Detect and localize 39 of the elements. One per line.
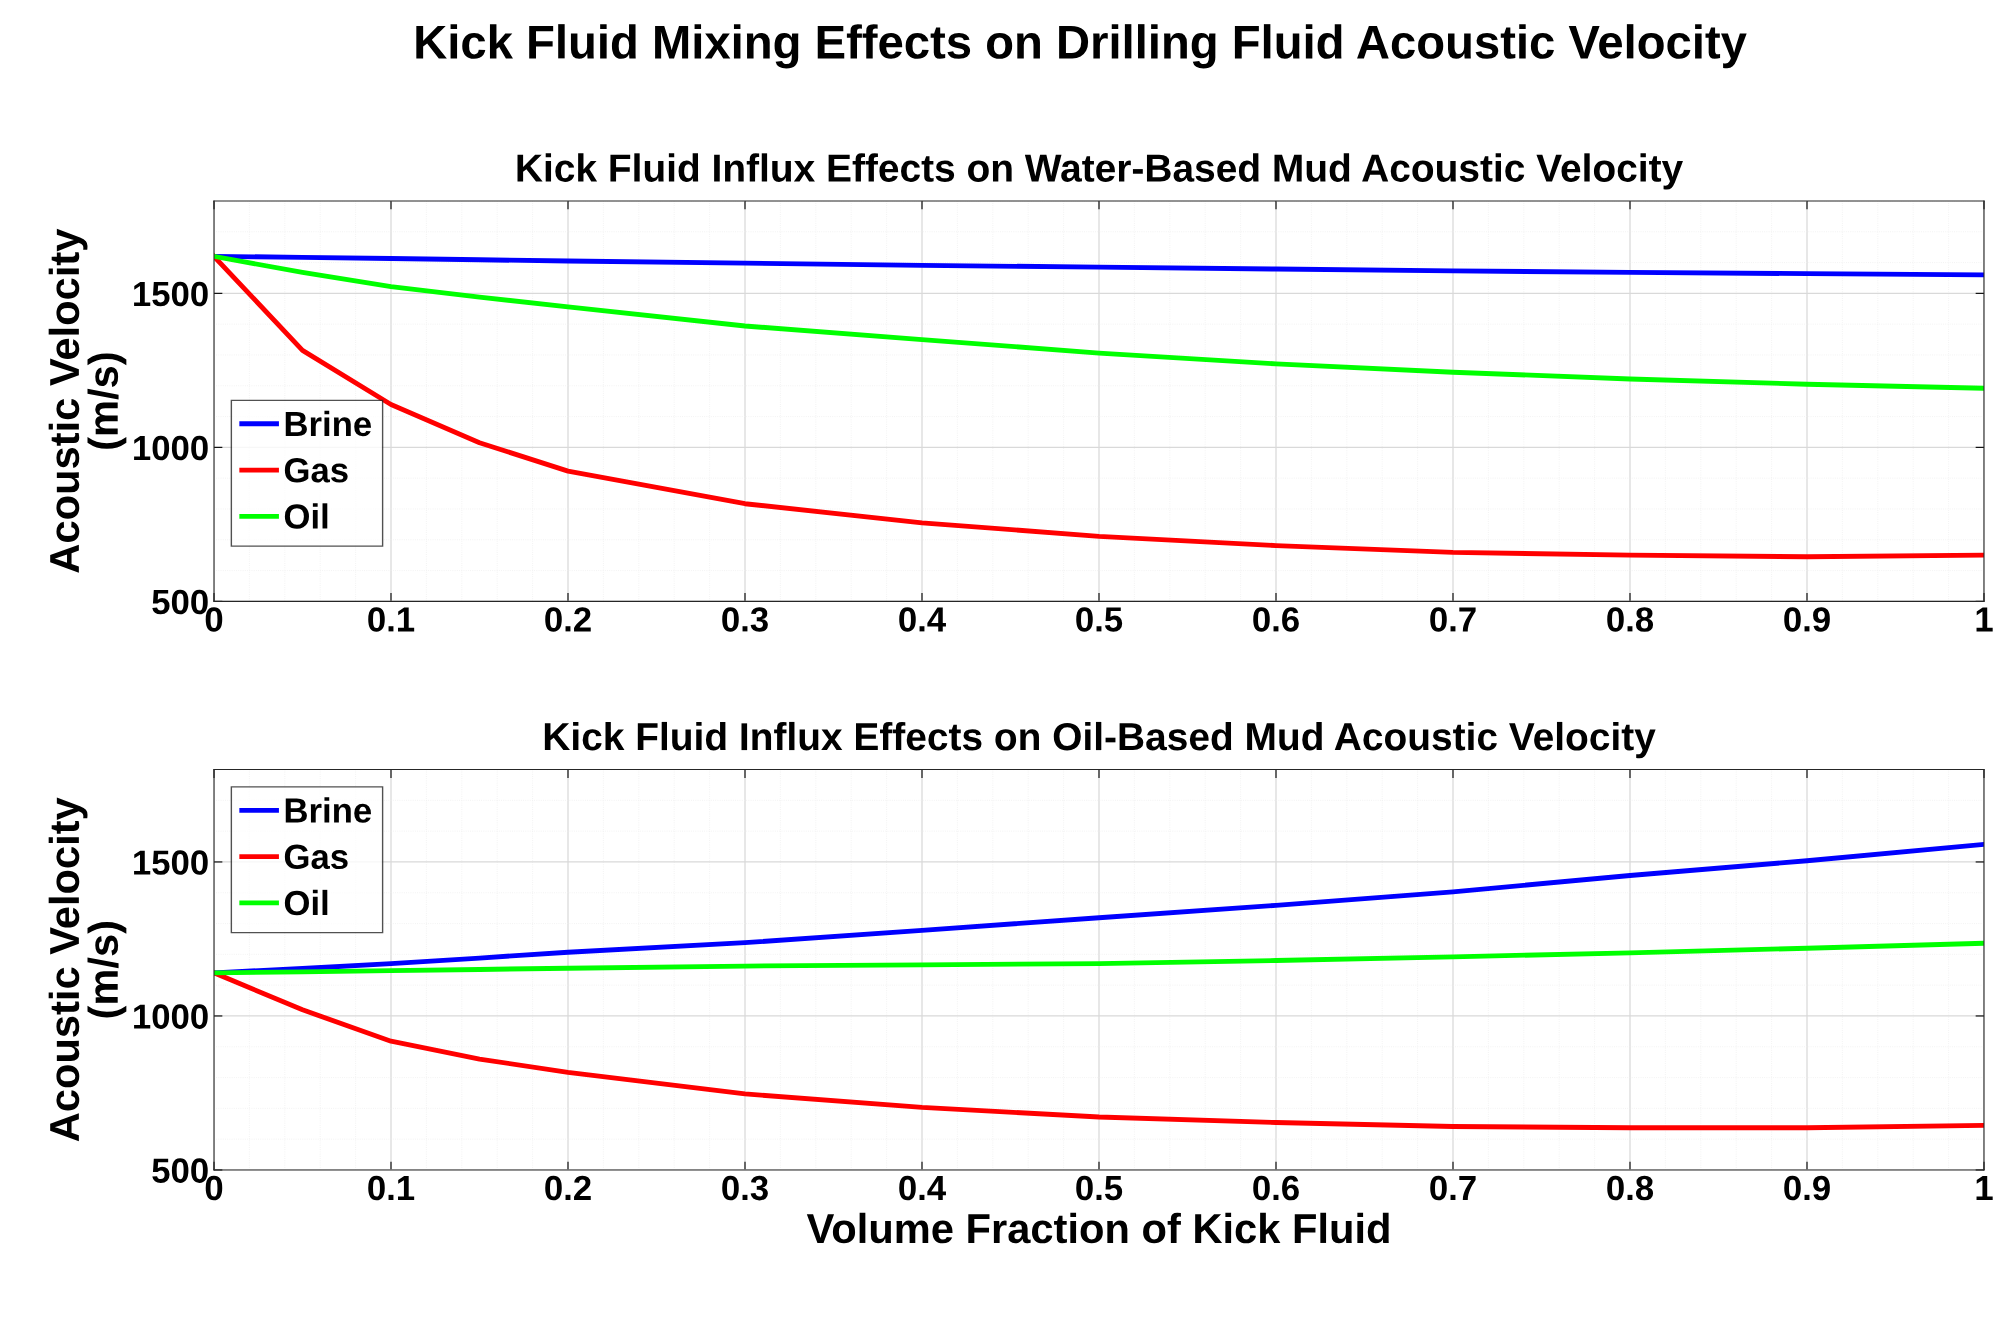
chart-title: Kick Fluid Influx Effects on Water-Based Mud Acoustic Velocity <box>517 153 1683 190</box>
x-tick-label: 0.5 <box>1076 1175 1123 1201</box>
x-tick-label: 1 <box>1976 607 1993 632</box>
x-tick-label: 0.7 <box>1430 1175 1476 1201</box>
legend-label: Brine <box>285 410 372 437</box>
x-tick-label: 0.3 <box>722 607 768 632</box>
x-tick-label: 0.9 <box>1784 607 1830 632</box>
legend-label: Gas <box>284 844 348 870</box>
x-tick-label: 0.9 <box>1784 1175 1830 1201</box>
line-series <box>214 253 1984 391</box>
x-tick-label: 1 <box>1976 1176 1993 1200</box>
x-tick-label: 0.2 <box>545 607 591 632</box>
y-axis-title: Acoustic Velocity (m/s) <box>48 228 127 573</box>
x-tick-label: 0.6 <box>1253 607 1299 632</box>
text: Kick Fluid Mixing Effects on Drilling Fluid Acoustic Velocity <box>416 24 1747 69</box>
x-tick-label: 0.5 <box>1076 607 1123 632</box>
x-tick-label: 0.1 <box>368 607 415 632</box>
x-tick-label: 0.8 <box>1607 1175 1654 1201</box>
x-tick-label: 0.4 <box>899 607 946 632</box>
legend-label: Brine <box>285 797 372 823</box>
y-tick-label: 1500 <box>134 850 208 875</box>
x-tick-label: 0.4 <box>899 1175 946 1201</box>
y-tick-label: 1000 <box>134 1004 208 1029</box>
x-axis-title: Volume Fraction of Kick Fluid <box>806 1212 1389 1244</box>
line-series <box>214 253 1984 278</box>
x-tick-label: 0.1 <box>368 1175 415 1201</box>
y-axis-title: Acoustic Velocity (m/s) <box>48 797 127 1142</box>
x-tick-label: 0.2 <box>545 1175 591 1201</box>
x-tick-label: 0.7 <box>1430 607 1476 632</box>
x-tick-label: 0.6 <box>1253 1175 1299 1201</box>
x-tick-label: 0.8 <box>1607 607 1654 632</box>
line-series <box>214 940 1984 976</box>
chart-title: Kick Fluid Influx Effects on Oil-Based Mud Acoustic Velocity <box>544 721 1656 759</box>
legend-label: Oil <box>284 503 328 529</box>
y-tick-label: 1500 <box>134 281 208 307</box>
y-tick-label: 1000 <box>134 435 208 461</box>
legend-label: Oil <box>284 889 328 916</box>
x-tick-label: 0.3 <box>722 1175 768 1201</box>
legend-label: Gas <box>284 457 348 483</box>
